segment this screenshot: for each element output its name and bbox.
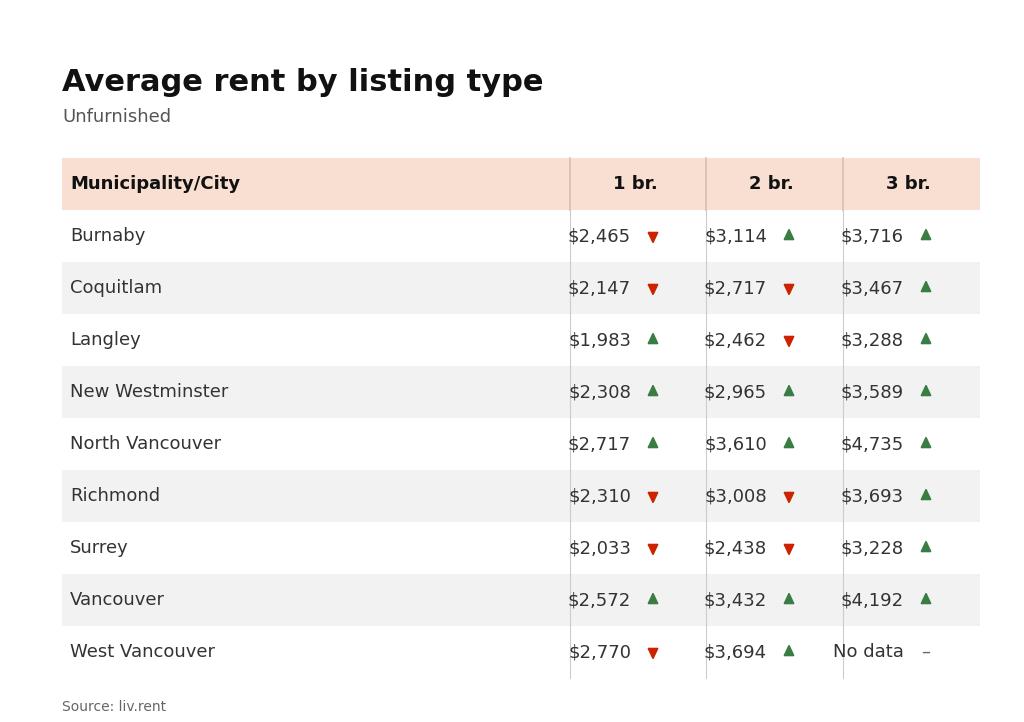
Text: Coquitlam: Coquitlam (70, 279, 162, 297)
Text: West Vancouver: West Vancouver (70, 643, 215, 661)
Text: $3,716: $3,716 (841, 227, 904, 245)
Text: $2,770: $2,770 (568, 643, 631, 661)
FancyBboxPatch shape (62, 210, 980, 262)
Polygon shape (784, 593, 794, 604)
Text: New Westminster: New Westminster (70, 383, 228, 401)
Text: $2,572: $2,572 (567, 591, 631, 609)
Polygon shape (784, 492, 794, 503)
Polygon shape (922, 490, 931, 500)
FancyBboxPatch shape (62, 158, 980, 210)
Text: Unfurnished: Unfurnished (62, 108, 171, 126)
Text: $3,432: $3,432 (703, 591, 767, 609)
Text: $2,717: $2,717 (568, 435, 631, 453)
Text: 3 br.: 3 br. (886, 175, 931, 193)
Polygon shape (922, 593, 931, 604)
Text: $3,694: $3,694 (703, 643, 767, 661)
Text: $2,033: $2,033 (568, 539, 631, 557)
Text: Richmond: Richmond (70, 487, 160, 505)
Text: –: – (922, 643, 931, 661)
FancyBboxPatch shape (62, 470, 980, 522)
Polygon shape (648, 334, 657, 344)
Polygon shape (648, 284, 657, 295)
Text: $1,983: $1,983 (568, 331, 631, 349)
Polygon shape (922, 438, 931, 448)
FancyBboxPatch shape (62, 522, 980, 574)
Text: $2,717: $2,717 (703, 279, 767, 297)
Text: $2,465: $2,465 (568, 227, 631, 245)
Text: $3,467: $3,467 (841, 279, 904, 297)
Text: Municipality/City: Municipality/City (70, 175, 240, 193)
Text: $2,308: $2,308 (568, 383, 631, 401)
Polygon shape (784, 386, 794, 396)
Text: $3,008: $3,008 (705, 487, 767, 505)
Polygon shape (922, 542, 931, 552)
Polygon shape (784, 645, 794, 656)
Text: Average rent by listing type: Average rent by listing type (62, 68, 544, 97)
Polygon shape (922, 334, 931, 344)
Text: $4,735: $4,735 (841, 435, 904, 453)
Polygon shape (922, 282, 931, 292)
Polygon shape (784, 438, 794, 448)
Text: $2,147: $2,147 (568, 279, 631, 297)
Text: Langley: Langley (70, 331, 140, 349)
Polygon shape (922, 386, 931, 396)
Text: 2 br.: 2 br. (749, 175, 794, 193)
Text: $3,288: $3,288 (841, 331, 904, 349)
Polygon shape (784, 336, 794, 347)
Polygon shape (648, 648, 657, 658)
Text: $3,693: $3,693 (841, 487, 904, 505)
FancyBboxPatch shape (62, 626, 980, 678)
Text: 1 br.: 1 br. (612, 175, 657, 193)
FancyBboxPatch shape (62, 418, 980, 470)
Text: Burnaby: Burnaby (70, 227, 145, 245)
Polygon shape (784, 230, 794, 240)
Text: $4,192: $4,192 (841, 591, 904, 609)
Text: $2,965: $2,965 (703, 383, 767, 401)
Text: $3,610: $3,610 (705, 435, 767, 453)
Text: Source: liv.rent: Source: liv.rent (62, 700, 166, 714)
Text: Vancouver: Vancouver (70, 591, 165, 609)
Text: $3,589: $3,589 (841, 383, 904, 401)
Polygon shape (648, 232, 657, 243)
FancyBboxPatch shape (62, 262, 980, 314)
Text: $3,114: $3,114 (705, 227, 767, 245)
Polygon shape (648, 386, 657, 396)
Text: North Vancouver: North Vancouver (70, 435, 221, 453)
Text: No data: No data (834, 643, 904, 661)
Text: $3,228: $3,228 (841, 539, 904, 557)
Text: $2,438: $2,438 (703, 539, 767, 557)
FancyBboxPatch shape (62, 574, 980, 626)
Text: $2,462: $2,462 (703, 331, 767, 349)
Polygon shape (648, 492, 657, 503)
FancyBboxPatch shape (62, 366, 980, 418)
Polygon shape (922, 230, 931, 240)
Polygon shape (648, 544, 657, 554)
Polygon shape (784, 544, 794, 554)
Polygon shape (784, 284, 794, 295)
Polygon shape (648, 593, 657, 604)
FancyBboxPatch shape (62, 314, 980, 366)
Text: Surrey: Surrey (70, 539, 129, 557)
Polygon shape (648, 438, 657, 448)
Text: $2,310: $2,310 (568, 487, 631, 505)
